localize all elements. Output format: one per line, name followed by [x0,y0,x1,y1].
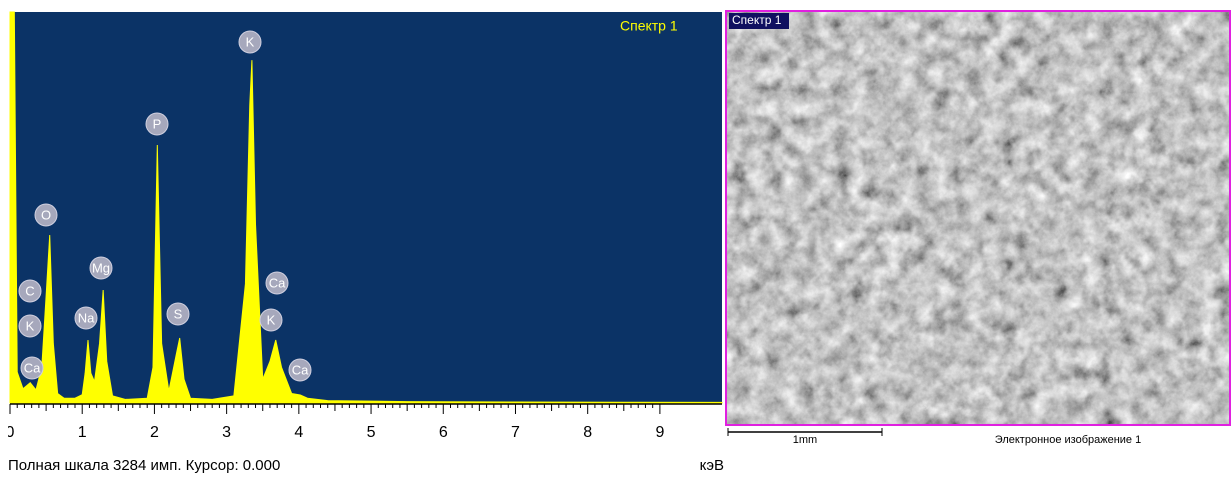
peak-label: Ca [269,275,286,290]
scale-bar-label: 1mm [793,434,817,446]
peak-label-bg [288,358,312,382]
peak-label-bg [18,314,42,338]
peak-label: Ca [24,360,41,375]
x-tick-label: 2 [150,424,159,441]
peak-label: O [41,207,51,222]
x-tick-label: 1 [78,424,87,441]
peak-label-bg [20,356,44,380]
peak-label-bg [34,203,58,227]
peak-label-bg [89,256,113,280]
peak-label: K [246,34,255,49]
status-text: Полная шкала 3284 имп. Курсор: 0.000 [8,457,280,474]
peak-label: Ca [292,362,309,377]
spectrum-area [9,11,723,404]
peak-label: Mg [92,260,110,275]
peak-label-bg [145,112,169,136]
peak-label-bg [166,302,190,326]
x-tick-label: 6 [439,424,448,441]
series-name: Спектр 1 [620,18,678,34]
peak-label: K [26,318,35,333]
x-tick-label: 3 [222,424,231,441]
x-tick-label: 0 [6,424,15,441]
peak-label-bg [259,308,283,332]
peak-label: C [25,283,34,298]
peak-label: K [267,312,276,327]
peak-label: S [174,306,183,321]
peak-label-bg [18,279,42,303]
x-tick-label: 4 [294,424,303,441]
x-tick-label: 7 [511,424,520,441]
x-tick-label: 9 [655,424,664,441]
x-tick-label: 8 [583,424,592,441]
peak-label: P [153,116,162,131]
peak-label-bg [265,271,289,295]
image-frame [725,10,1231,426]
x-tick-label: 5 [367,424,376,441]
plot [9,11,723,404]
image-label: Спектр 1 [732,13,782,27]
x-axis-unit: кэВ [700,457,724,474]
plot-background [10,12,722,403]
peak-label: Na [78,310,95,325]
image-caption: Электронное изображение 1 [995,434,1141,446]
peak-label-bg [238,30,262,54]
peak-label-bg [74,306,98,330]
sem-image [727,12,1229,424]
image-label-bg [729,13,789,29]
